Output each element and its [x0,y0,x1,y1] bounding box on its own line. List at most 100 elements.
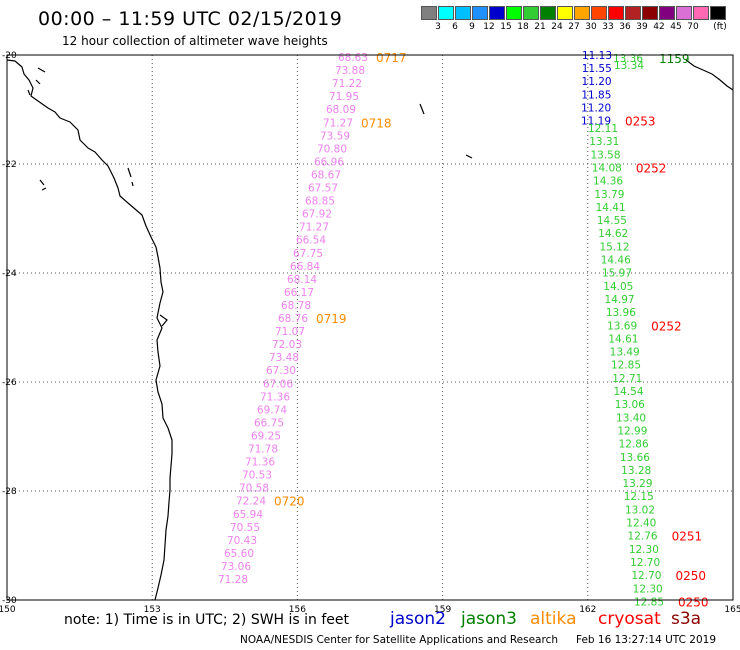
wave-height-value: 13.34 [614,60,644,72]
wave-height-value: 71.28 [218,574,248,586]
wave-height-value: 13.79 [594,189,624,201]
scale-label: 15 [500,22,512,32]
altika-track: 68.6373.8871.2271.9568.0971.2773.5970.80… [218,51,407,586]
wave-height-value: 13.31 [589,136,619,148]
wave-height-value: 71.95 [329,91,359,103]
scale-swatch [557,6,573,20]
scale-label: 6 [452,22,458,32]
scale-swatch [659,6,675,20]
wave-height-value: 71.78 [248,444,278,456]
wave-height-value: 71.27 [323,117,353,129]
scale-swatch [506,6,522,20]
wave-height-value: 13.02 [625,504,655,516]
island-outline [127,167,132,178]
pass-time-label: 0717 [376,51,407,65]
wave-height-value: 71.36 [245,457,275,469]
wave-height-value: 70.58 [239,483,269,495]
wave-height-value: 11.85 [581,89,611,101]
lat-tick-label: -22 [2,160,17,170]
wave-height-value: 12.85 [611,360,641,372]
pass-time-label: 0253 [625,115,656,129]
lon-tick-label: 159 [434,605,451,615]
scale-swatch [523,6,539,20]
wave-height-value: 70.43 [227,535,257,547]
wave-height-value: 12.99 [617,425,647,437]
wave-height-value: 71.07 [275,326,305,338]
wave-height-value: 13.29 [622,478,652,490]
wave-height-value: 70.80 [317,143,347,155]
wave-height-value: 65.94 [233,509,263,521]
wave-height-value: 12.86 [619,439,649,451]
legend-jason2: jason2 [390,609,446,629]
island-outline [465,154,473,159]
scale-swatch [472,6,488,20]
wave-height-value: 69.25 [251,430,281,442]
wave-height-value: 66.17 [284,287,314,299]
wave-height-value: 68.63 [338,52,368,64]
wave-height-value: 13.49 [610,347,640,359]
pass-time-label: 0719 [316,312,347,326]
scale-label: 30 [585,22,597,32]
wave-height-value: 14.46 [601,255,631,267]
wave-height-value: 11.20 [582,76,612,88]
wave-height-value: 12.85 [634,596,664,608]
scale-swatch [438,6,454,20]
pass-time-label: 0250 [678,595,709,609]
new-caledonia-coastline [685,59,734,91]
wave-height-value: 70.55 [230,522,260,534]
wave-height-value: 14.05 [603,281,633,293]
wave-height-value: 14.08 [592,162,622,174]
wave-height-value: 11.19 [581,116,611,128]
wave-height-value: 73.88 [335,65,365,77]
lon-tick-label: 150 [0,605,16,615]
legend-altika: altika [530,609,577,629]
legend-cryosat: cryosat [598,609,661,629]
island-outline [41,187,47,191]
wave-height-value: 67.92 [302,209,332,221]
wave-height-value: 72.24 [236,496,266,508]
island-outline [27,89,31,96]
scale-label: 70 [687,22,699,32]
pass-time-label: 0252 [651,319,682,333]
legend-jason3: jason3 [461,609,517,629]
generated-timestamp: Feb 16 13:27:14 UTC 2019 [576,634,716,646]
wave-height-value: 67.06 [263,378,293,390]
scale-label: 39 [636,22,648,32]
map-title: 00:00 – 11:59 UTC 02/15/2019 [38,8,343,30]
footer-note: note: 1) Time is in UTC; 2) SWH is in fe… [64,612,350,628]
wave-height-value: 14.55 [597,215,627,227]
scale-unit: (ft) [713,22,727,32]
scale-swatch [455,6,471,20]
scale-label: 9 [469,22,475,32]
wave-height-value: 66.96 [314,156,344,168]
scale-swatch [710,6,726,20]
wave-height-value: 14.62 [598,228,628,240]
pass-time-label: 0251 [672,530,703,544]
wave-height-value: 13.28 [621,465,651,477]
wave-height-value: 68.78 [281,300,311,312]
coastline [6,59,734,601]
wave-height-value: 71.22 [332,78,362,90]
wave-height-value: 68.76 [278,313,308,325]
wave-height-value: 73.48 [269,352,299,364]
pass-time-label: 0720 [274,495,305,509]
lat-tick-label: -24 [2,269,17,279]
axis-tick-labels: 150 153 156 159 162 165 -20 -22 -24 -26 -28 -30 [0,51,740,615]
wave-height-value: 13.36 [613,53,643,65]
lat-tick-label: -20 [2,51,17,61]
wave-height-value: 11.20 [581,102,611,114]
wave-height-value: 66.54 [296,235,326,247]
wave-height-value: 12.76 [628,531,658,543]
lon-tick-label: 156 [289,605,306,615]
wave-height-value: 12.71 [612,373,642,385]
wave-height-value: 67.57 [308,183,338,195]
scale-swatch [676,6,692,20]
wave-height-value: 12.11 [588,123,618,135]
island-outline [35,79,41,85]
australia-coastline [6,59,173,601]
wave-height-value: 12.70 [630,557,660,569]
island-outline [39,179,45,186]
scale-label: 27 [568,22,580,32]
